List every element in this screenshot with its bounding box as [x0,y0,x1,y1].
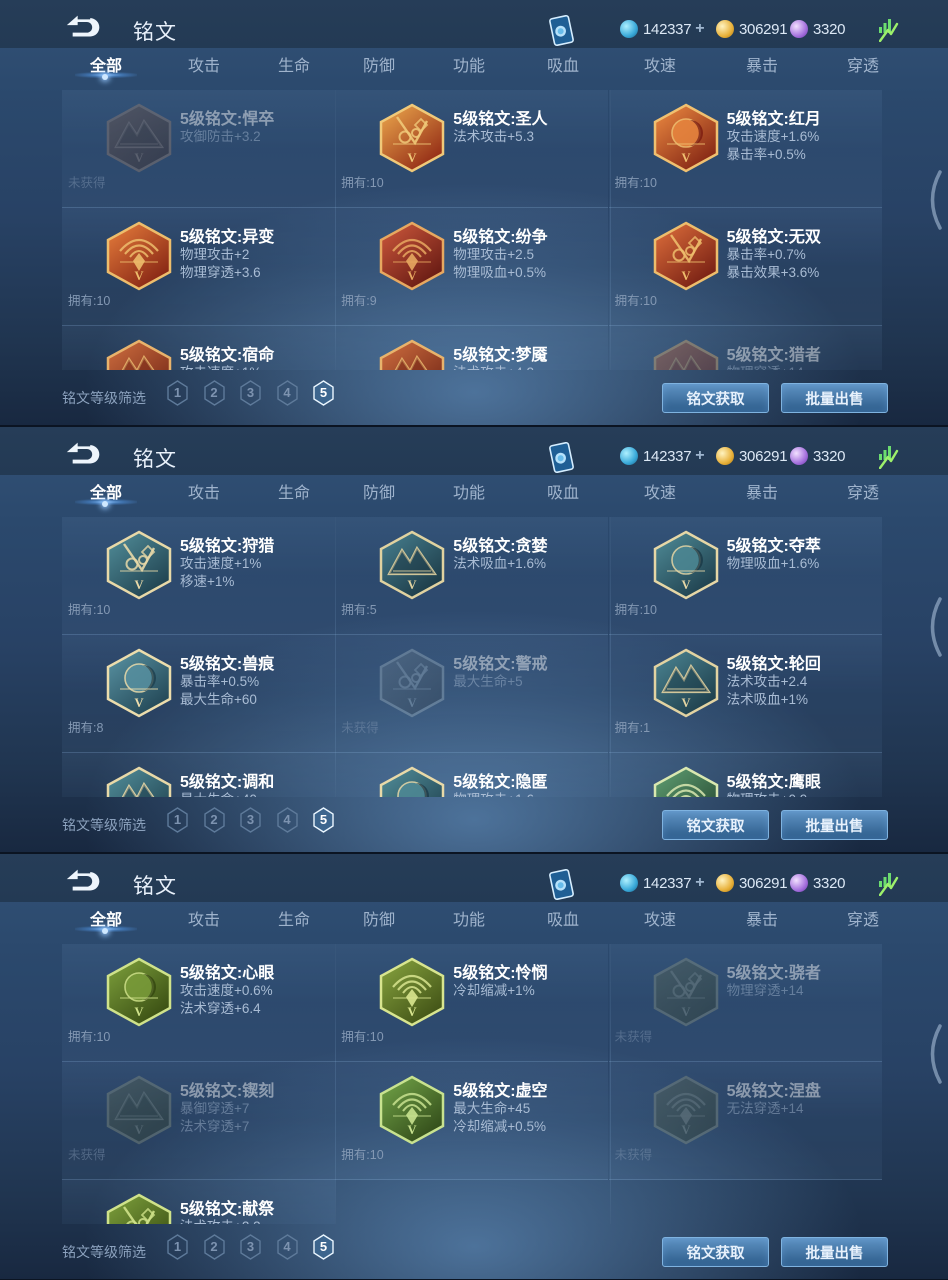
svg-text:V: V [408,1123,417,1137]
svg-text:V: V [681,269,690,283]
svg-text:V: V [134,578,143,592]
svg-text:V: V [681,1123,690,1137]
svg-text:V: V [134,1005,143,1019]
svg-text:V: V [408,578,417,592]
svg-text:V: V [134,269,143,283]
svg-text:V: V [408,696,417,710]
svg-text:V: V [134,1123,143,1137]
svg-text:V: V [134,151,143,165]
svg-text:V: V [408,151,417,165]
svg-text:V: V [681,1005,690,1019]
svg-text:V: V [408,1005,417,1019]
svg-text:V: V [134,696,143,710]
svg-text:V: V [681,151,690,165]
svg-text:V: V [408,269,417,283]
svg-text:V: V [681,578,690,592]
svg-text:V: V [681,696,690,710]
